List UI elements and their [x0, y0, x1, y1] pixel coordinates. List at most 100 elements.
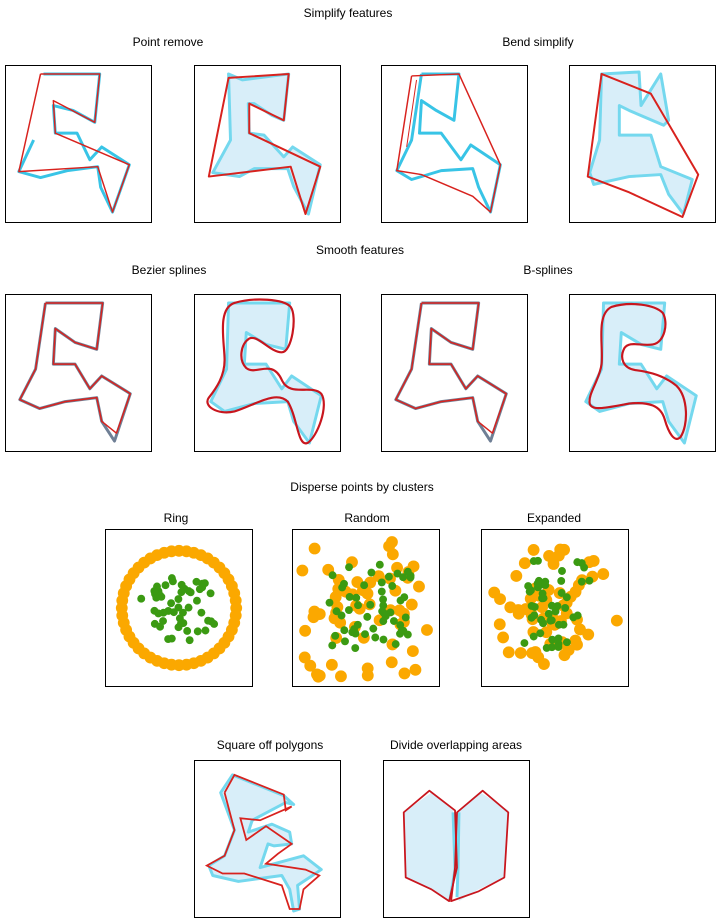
cluster-point — [185, 636, 194, 645]
left-area-fill — [403, 792, 456, 902]
original-outline — [18, 301, 132, 443]
smoothed-polygon — [206, 298, 325, 445]
bsplines-label: B-splines — [523, 263, 573, 277]
dispersed-point — [571, 638, 583, 651]
dispersed-point — [296, 564, 309, 577]
cluster-point — [585, 576, 594, 585]
random-label: Random — [344, 511, 390, 525]
cluster-point — [553, 602, 562, 610]
point-remove-lines-figure — [17, 72, 131, 214]
cluster-point — [192, 577, 201, 586]
point-remove-panel-lines — [5, 65, 152, 223]
bezier-panel-lines — [5, 294, 152, 452]
cluster-point — [397, 627, 406, 635]
cluster-point — [366, 600, 375, 609]
dispersed-point — [308, 542, 321, 555]
cluster-point — [391, 640, 400, 649]
cluster-point — [541, 581, 550, 590]
dispersed-point — [512, 607, 525, 620]
cluster-point — [554, 643, 563, 651]
dispersed-point — [325, 658, 338, 671]
cluster-point — [548, 635, 557, 644]
dispersed-point — [514, 647, 527, 659]
ring-panel — [105, 529, 253, 687]
original-polygon — [211, 72, 322, 216]
cluster-point — [561, 603, 570, 612]
dispersed-point — [298, 651, 311, 664]
cluster-point — [168, 577, 177, 586]
square-off-label: Square off polygons — [216, 738, 324, 752]
cluster-point — [562, 638, 571, 647]
cluster-point — [530, 611, 539, 620]
cluster-point — [558, 567, 566, 575]
simplified-polygon — [586, 72, 700, 218]
dispersed-point — [299, 624, 312, 637]
cluster-point — [353, 620, 362, 629]
cluster-point — [363, 612, 372, 621]
bsplines-poly-figure — [584, 301, 698, 445]
cluster-point — [396, 621, 405, 630]
cluster-point — [526, 586, 535, 595]
cluster-point — [201, 626, 210, 635]
cluster-point — [198, 583, 207, 592]
cluster-point — [153, 582, 161, 591]
dispersed-point — [385, 656, 398, 669]
cluster-point — [150, 606, 159, 615]
cluster-point — [177, 580, 186, 589]
cluster-point — [207, 617, 216, 626]
random-panel — [292, 529, 440, 687]
cluster-point — [401, 613, 410, 622]
bezier-poly-figure — [206, 298, 325, 445]
smooth-title: Smooth features — [315, 243, 405, 257]
cluster-point — [331, 631, 340, 640]
cluster-point — [360, 581, 369, 590]
dispersed-point — [308, 605, 321, 618]
dispersed-point — [518, 557, 531, 570]
cluster-point — [351, 629, 360, 638]
dispersed-point — [421, 624, 433, 636]
cluster-point — [354, 601, 362, 610]
cluster-point — [384, 572, 393, 581]
right-area-outline — [450, 789, 510, 903]
disperse-title: Disperse points by clusters — [290, 480, 434, 494]
cluster-point — [184, 587, 193, 596]
simplified-polygon — [207, 72, 322, 216]
smoothed-outline — [395, 302, 508, 434]
dispersed-point — [558, 649, 571, 662]
cluster-point — [345, 563, 353, 572]
cluster-point — [379, 617, 388, 626]
dispersed-point — [488, 586, 501, 599]
bezier-panel-poly — [194, 294, 341, 452]
cluster-point — [328, 641, 337, 650]
bsplines-panel-lines — [381, 294, 528, 452]
cluster-point — [577, 577, 586, 586]
original-polygon — [588, 70, 694, 216]
simplify-title: Simplify features — [303, 6, 393, 20]
original-polygon — [209, 301, 323, 445]
expanded-panel — [481, 529, 629, 687]
original-polygon — [207, 773, 323, 913]
bezier-lines-figure — [18, 301, 132, 443]
bend-poly-figure — [586, 70, 700, 218]
ring-figure — [115, 544, 243, 672]
cluster-point — [377, 578, 386, 587]
smoothed-outline — [19, 302, 132, 434]
cluster-point — [337, 611, 346, 620]
cluster-point — [193, 627, 202, 636]
cluster-point — [375, 560, 384, 569]
cluster-point — [177, 588, 186, 597]
bend-lines-figure — [395, 72, 502, 214]
cluster-point — [159, 608, 168, 617]
random-figure — [296, 536, 433, 683]
dispersed-point — [526, 647, 539, 660]
cluster-point — [542, 644, 551, 652]
original-outline — [394, 301, 508, 443]
point-remove-panel-poly — [194, 65, 341, 223]
cluster-point — [377, 587, 386, 596]
cluster-point — [167, 599, 176, 608]
dispersed-point — [527, 543, 540, 556]
divide-overlap-label: Divide overlapping areas — [389, 738, 523, 752]
dispersed-point — [558, 543, 570, 556]
cluster-point — [400, 593, 409, 602]
original-outline — [395, 72, 502, 214]
